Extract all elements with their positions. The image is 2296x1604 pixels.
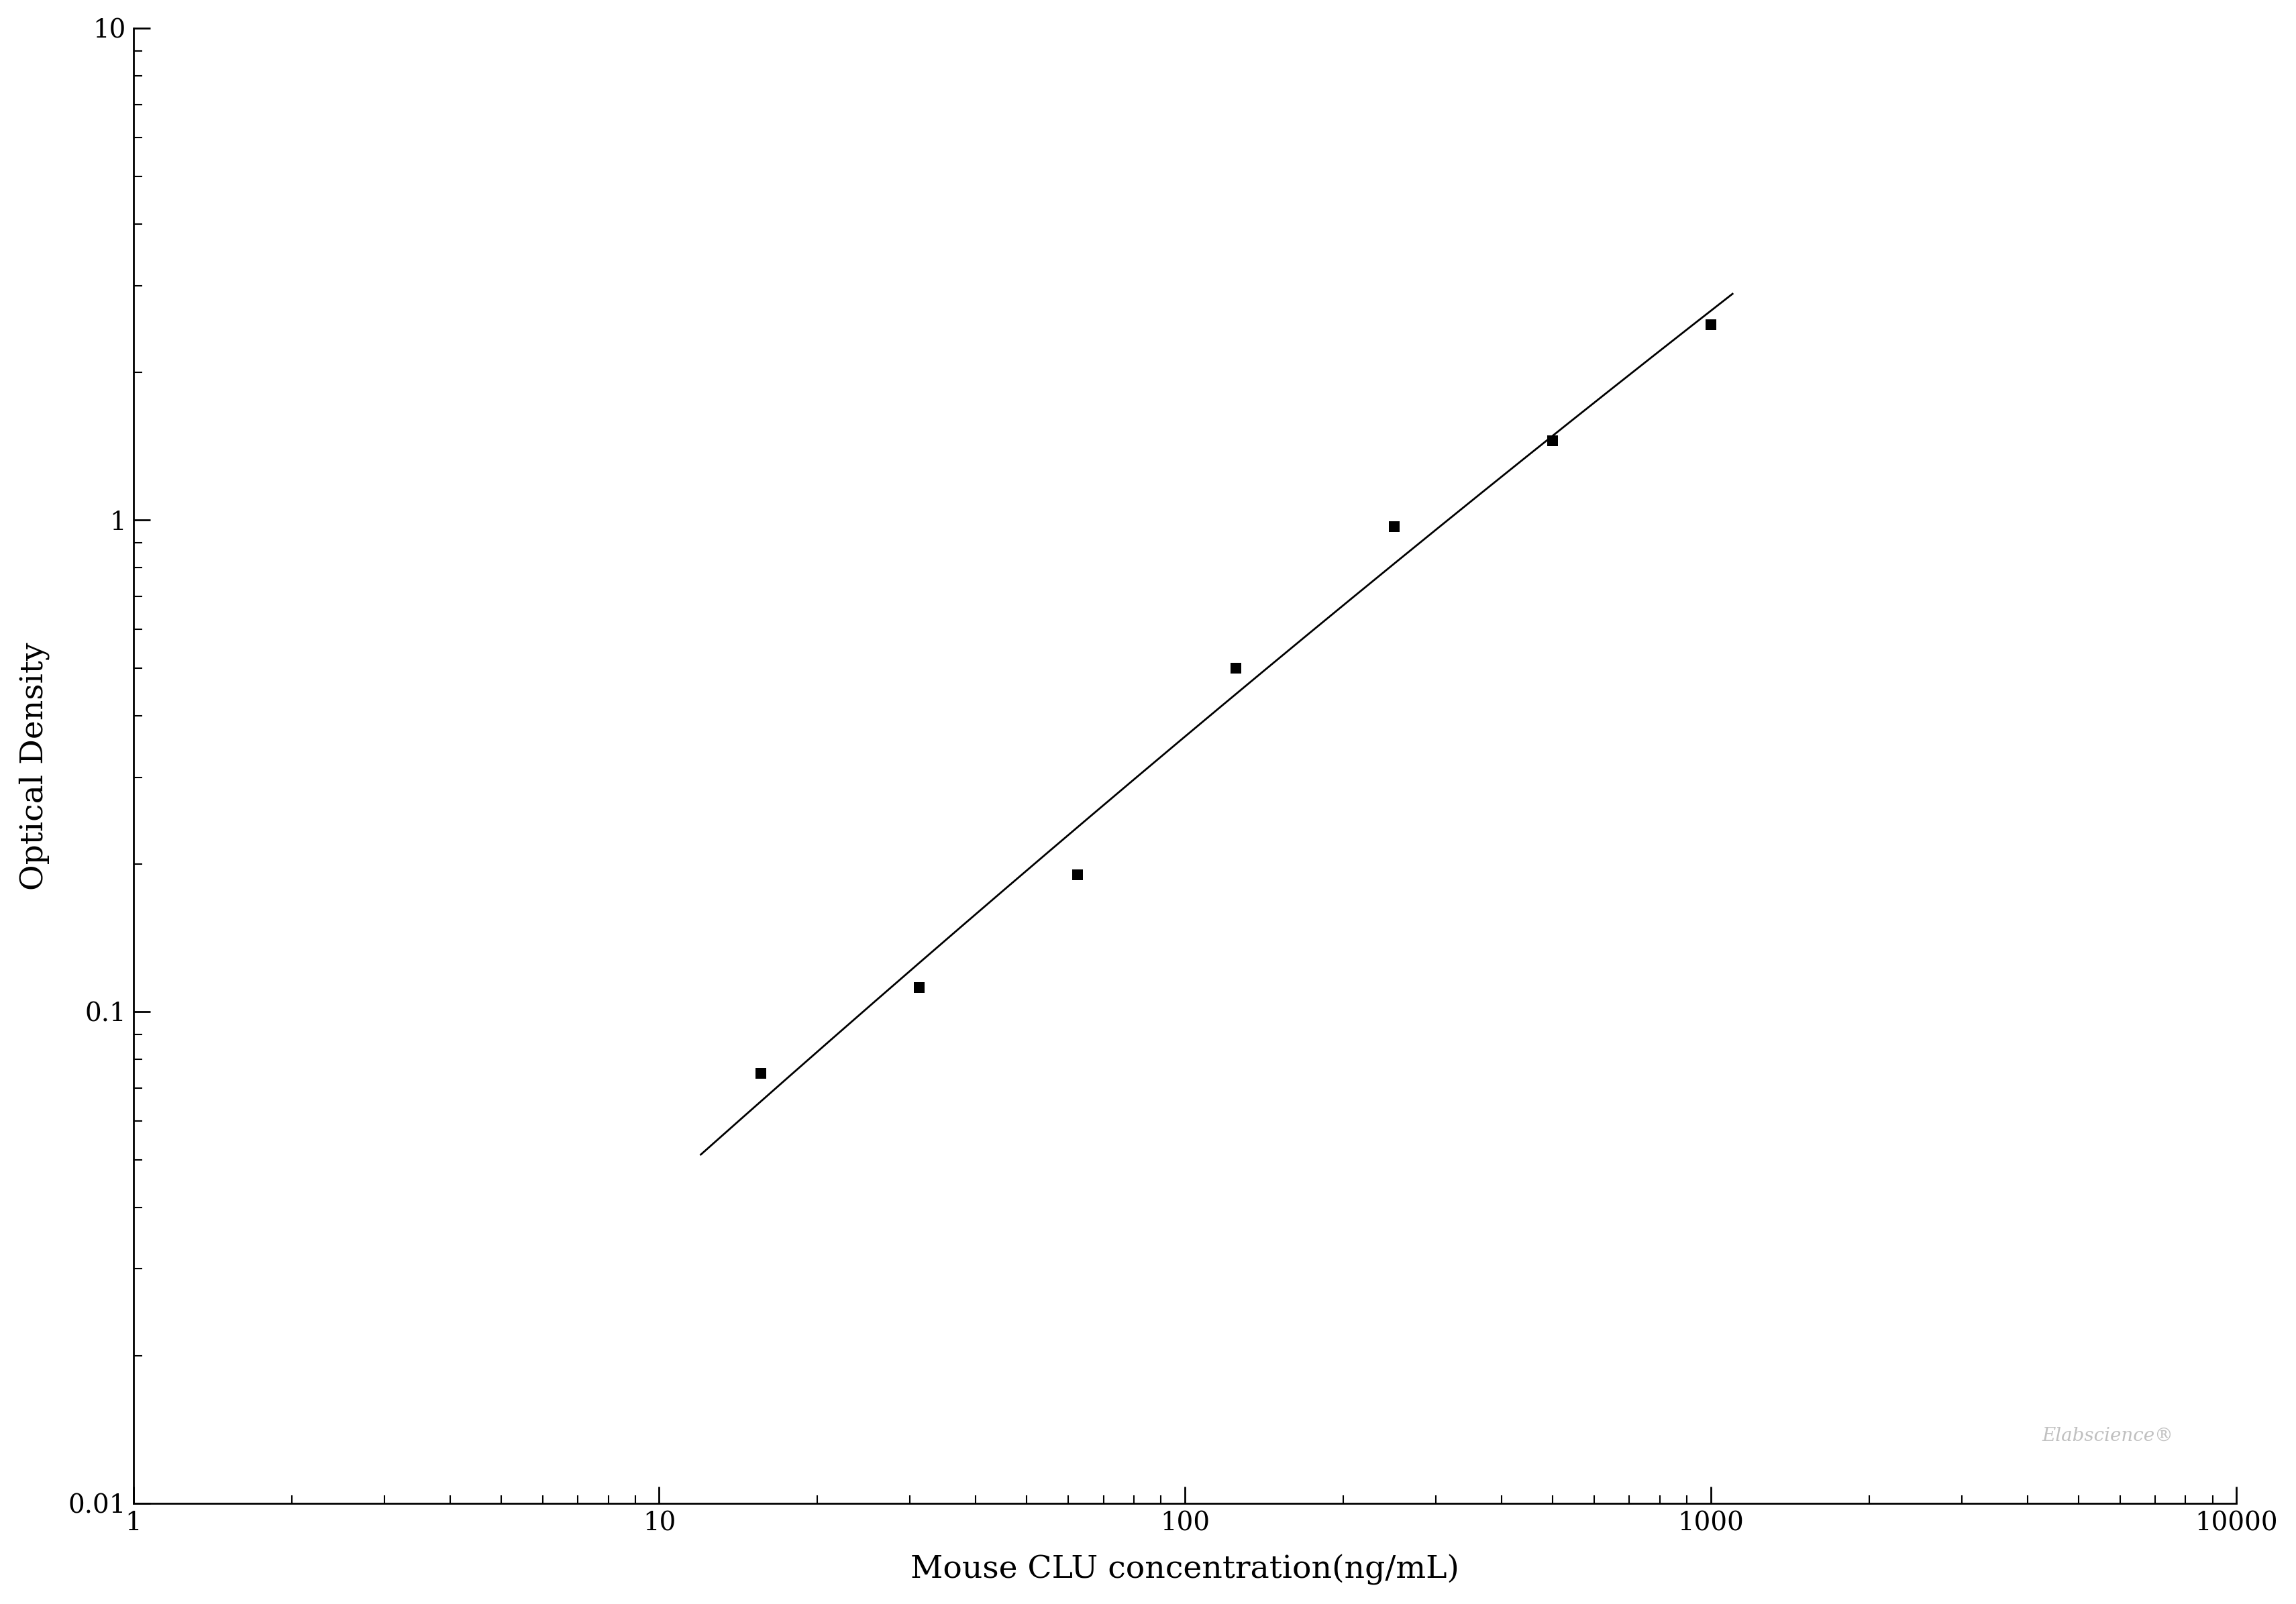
Point xyxy=(1058,861,1095,887)
Point xyxy=(1375,513,1412,539)
Point xyxy=(1534,428,1570,454)
Text: Elabscience®: Elabscience® xyxy=(2041,1426,2172,1445)
Point xyxy=(1692,311,1729,337)
Y-axis label: Optical Density: Optical Density xyxy=(18,642,48,890)
Point xyxy=(742,1060,778,1086)
Point xyxy=(1217,656,1254,682)
Point xyxy=(900,975,937,1001)
X-axis label: Mouse CLU concentration(ng/mL): Mouse CLU concentration(ng/mL) xyxy=(909,1554,1458,1585)
